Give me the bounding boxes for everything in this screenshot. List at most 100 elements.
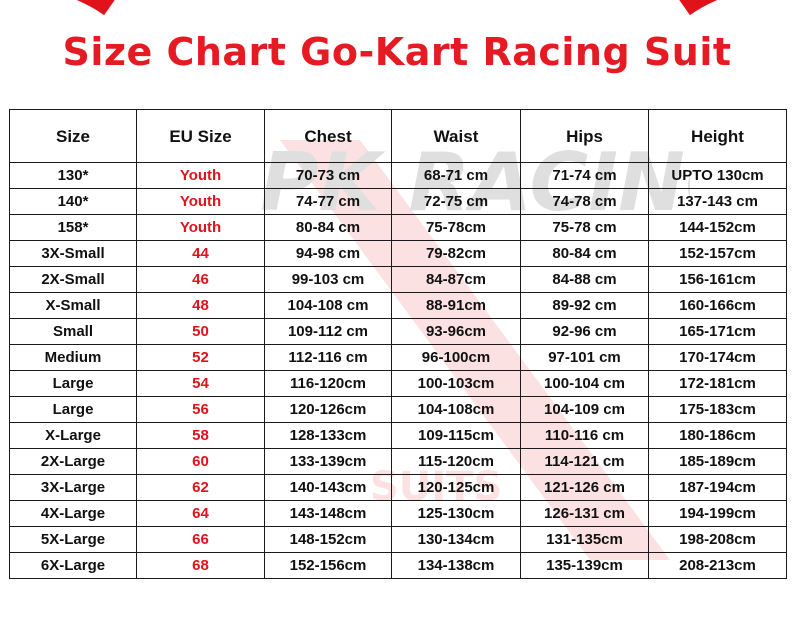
table-cell: 158* — [9, 214, 137, 241]
table-cell: Youth — [136, 162, 265, 189]
table-cell: 68 — [136, 552, 265, 579]
table-cell: 97-101 cm — [520, 344, 649, 371]
column-header: Hips — [520, 109, 649, 163]
column-header: Chest — [264, 109, 392, 163]
table-cell: 3X-Small — [9, 240, 137, 267]
table-row: 2X-Large 60 133-139cm 115-120cm 114-121 cm 18… — [9, 448, 787, 475]
table-cell: 185-189cm — [648, 448, 787, 475]
table-cell: 112-116 cm — [264, 344, 392, 371]
table-header-row: Size EU Size Chest Waist Hips Height — [9, 109, 787, 163]
table-row: 3X-Small 44 94-98 cm 79-82cm 80-84 cm 152-157… — [9, 240, 787, 267]
table-cell: 80-84 cm — [520, 240, 649, 267]
table-cell: 64 — [136, 500, 265, 527]
table-cell: 100-103cm — [391, 370, 521, 397]
table-row: 5X-Large 66 148-152cm 130-134cm 131-135cm 198… — [9, 526, 787, 553]
table-cell: Large — [9, 396, 137, 423]
table-row: 158* Youth 80-84 cm 75-78cm 75-78 cm 144-152c… — [9, 214, 787, 241]
column-header: Size — [9, 109, 137, 163]
table-cell: 75-78cm — [391, 214, 521, 241]
table-cell: 128-133cm — [264, 422, 392, 449]
table-cell: 70-73 cm — [264, 162, 392, 189]
table-cell: 80-84 cm — [264, 214, 392, 241]
table-cell: 130-134cm — [391, 526, 521, 553]
table-cell: 6X-Large — [9, 552, 137, 579]
table-cell: Medium — [9, 344, 137, 371]
table-cell: 143-148cm — [264, 500, 392, 527]
table-cell: 110-116 cm — [520, 422, 649, 449]
table-row: 3X-Large 62 140-143cm 120-125cm 121-126 cm 18… — [9, 474, 787, 501]
table-cell: 126-131 cm — [520, 500, 649, 527]
table-cell: 104-108 cm — [264, 292, 392, 319]
table-cell: 198-208cm — [648, 526, 787, 553]
table-cell: 84-88 cm — [520, 266, 649, 293]
table-cell: 137-143 cm — [648, 188, 787, 215]
table-row: 2X-Small 46 99-103 cm 84-87cm 84-88 cm 156-16… — [9, 266, 787, 293]
table-cell: 109-115cm — [391, 422, 521, 449]
table-cell: 175-183cm — [648, 396, 787, 423]
table-cell: 165-171cm — [648, 318, 787, 345]
table-cell: Small — [9, 318, 137, 345]
table-cell: Youth — [136, 214, 265, 241]
table-cell: 135-139cm — [520, 552, 649, 579]
table-cell: 194-199cm — [648, 500, 787, 527]
table-cell: 172-181cm — [648, 370, 787, 397]
table-cell: 208-213cm — [648, 552, 787, 579]
table-cell: 2X-Small — [9, 266, 137, 293]
table-cell: 121-126 cm — [520, 474, 649, 501]
table-cell: 116-120cm — [264, 370, 392, 397]
table-cell: 52 — [136, 344, 265, 371]
table-cell: 100-104 cm — [520, 370, 649, 397]
table-cell: Youth — [136, 188, 265, 215]
table-row: Large 54 116-120cm 100-103cm 100-104 cm 172-1… — [9, 370, 787, 397]
table-cell: 58 — [136, 422, 265, 449]
table-cell: 54 — [136, 370, 265, 397]
table-row: Medium 52 112-116 cm 96-100cm 97-101 cm 170-1… — [9, 344, 787, 371]
table-cell: 125-130cm — [391, 500, 521, 527]
size-chart-table: Size EU Size Chest Waist Hips Height 130* Yout… — [9, 109, 787, 579]
table-cell: 66 — [136, 526, 265, 553]
table-cell: 96-100cm — [391, 344, 521, 371]
table-row: 140* Youth 74-77 cm 72-75 cm 74-78 cm 137-143… — [9, 188, 787, 215]
table-row: X-Small 48 104-108 cm 88-91cm 89-92 cm 160-16… — [9, 292, 787, 319]
column-header: EU Size — [136, 109, 265, 163]
table-cell: 131-135cm — [520, 526, 649, 553]
table-cell: 44 — [136, 240, 265, 267]
table-cell: 68-71 cm — [391, 162, 521, 189]
table-cell: 133-139cm — [264, 448, 392, 475]
table-cell: 109-112 cm — [264, 318, 392, 345]
table-row: 130* Youth 70-73 cm 68-71 cm 71-74 cm UPTO 13… — [9, 162, 787, 189]
table-cell: 60 — [136, 448, 265, 475]
table-cell: X-Large — [9, 422, 137, 449]
table-cell: 180-186cm — [648, 422, 787, 449]
table-body: 130* Youth 70-73 cm 68-71 cm 71-74 cm UPTO 13… — [9, 162, 787, 579]
table-row: 4X-Large 64 143-148cm 125-130cm 126-131 cm 19… — [9, 500, 787, 527]
table-cell: 187-194cm — [648, 474, 787, 501]
table-cell: 89-92 cm — [520, 292, 649, 319]
column-header: Height — [648, 109, 787, 163]
table-cell: 56 — [136, 396, 265, 423]
table-cell: 88-91cm — [391, 292, 521, 319]
table-cell: 92-96 cm — [520, 318, 649, 345]
table-cell: 140* — [9, 188, 137, 215]
table-cell: 140-143cm — [264, 474, 392, 501]
table-cell: 93-96cm — [391, 318, 521, 345]
table-cell: 152-156cm — [264, 552, 392, 579]
table-cell: 2X-Large — [9, 448, 137, 475]
table-cell: 156-161cm — [648, 266, 787, 293]
table-cell: UPTO 130cm — [648, 162, 787, 189]
page-title: Size Chart Go-Kart Racing Suit — [62, 30, 732, 74]
table-row: Large 56 120-126cm 104-108cm 104-109 cm 175-1… — [9, 396, 787, 423]
table-cell: 50 — [136, 318, 265, 345]
table-cell: 71-74 cm — [520, 162, 649, 189]
table-cell: 144-152cm — [648, 214, 787, 241]
column-header: Waist — [391, 109, 521, 163]
table-cell: 130* — [9, 162, 137, 189]
table-cell: 62 — [136, 474, 265, 501]
table-cell: X-Small — [9, 292, 137, 319]
table-cell: 104-109 cm — [520, 396, 649, 423]
table-cell: 48 — [136, 292, 265, 319]
table-cell: 72-75 cm — [391, 188, 521, 215]
table-cell: 74-78 cm — [520, 188, 649, 215]
table-cell: 134-138cm — [391, 552, 521, 579]
table-cell: Large — [9, 370, 137, 397]
